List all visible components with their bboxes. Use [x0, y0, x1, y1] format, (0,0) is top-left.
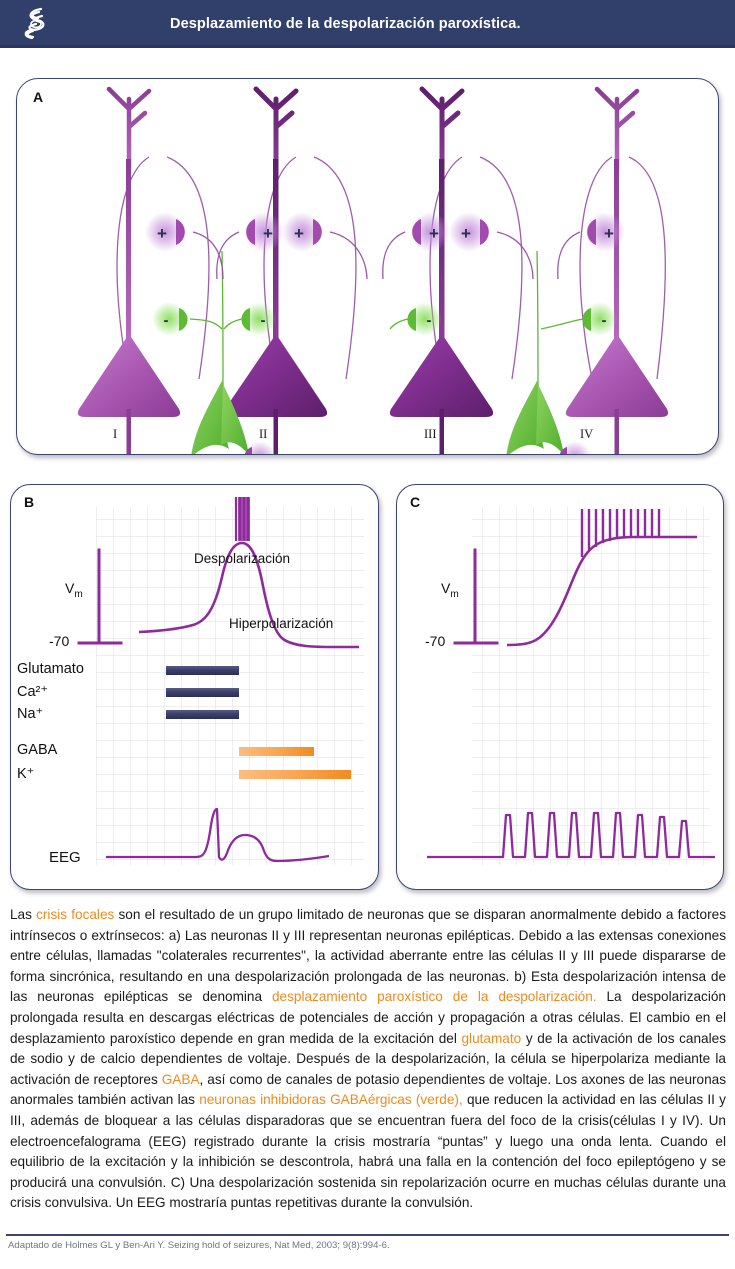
neuron-II [223, 86, 328, 454]
vm-label-main: V [65, 580, 75, 596]
gaba-interneuron-left [191, 379, 249, 454]
bar-gaba [239, 747, 314, 756]
channel-bars-b [166, 666, 351, 779]
spike-burst-c [580, 509, 661, 557]
synapse-excitatory-III-right: + [449, 212, 489, 252]
caption-highlight-7: GABA [161, 1071, 200, 1087]
source-citation: Adaptado de Holmes GL y Ben-Ari Y. Seizi… [8, 1240, 390, 1251]
bar-sodium [166, 710, 239, 719]
caption-highlight-9: neuronas inhibidoras GABAérgicas (verde)… [199, 1092, 463, 1108]
synapse-excitatory-interneuron-right: + [559, 441, 591, 455]
vm-scale-bar [77, 548, 123, 645]
caption-highlight-1: crisis focales [36, 907, 115, 922]
panel-a-neuron-network: A [16, 78, 719, 455]
svg-text:+: + [260, 450, 268, 455]
baseline-value-b: -70 [49, 633, 70, 649]
synapse-excitatory-interneuron-left: + [244, 441, 276, 455]
neuron-label-I: I [113, 427, 118, 441]
neuron-III [389, 86, 494, 454]
figure-caption: Las crisis focales son el resultado de u… [10, 905, 726, 1214]
eeg-label-b: EEG [49, 849, 81, 866]
vm-label-main-c: V [441, 580, 451, 596]
svg-text:+: + [429, 224, 439, 243]
caption-text-2: son el resultado de un grupo limitado de… [10, 907, 726, 1005]
vm-trace-b [138, 541, 359, 649]
svg-text:+: + [294, 224, 304, 243]
hyperpolarization-label: Hiperpolarización [229, 616, 334, 631]
panel-b-focal-seizure-traces: B [10, 484, 379, 890]
neuron-label-II: II [259, 427, 268, 441]
panel-b-plot [77, 497, 364, 865]
caption-text-4: La despolarización prolongada resulta en… [10, 989, 726, 1046]
page-title: Desplazamiento de la despolarización par… [170, 16, 521, 32]
gaba-interneuron-right [506, 379, 564, 454]
synapse-excitatory-III-left: + [410, 212, 450, 252]
svg-text:+: + [575, 450, 583, 455]
svg-text:-: - [164, 312, 169, 329]
panel-b-letter: B [24, 494, 35, 510]
caption-highlight-5: glutamato [461, 1030, 522, 1046]
panel-a-letter: A [33, 89, 44, 105]
neuron-label-III: III [424, 427, 437, 441]
channel-label-gaba: GABA [17, 742, 58, 758]
synapse-excitatory-I: + [145, 212, 185, 252]
panel-c-convulsive-seizure-traces: C [396, 484, 724, 890]
synapse-excitatory-IV: + [585, 212, 625, 252]
channel-label-calcium: Ca²⁺ [17, 684, 49, 700]
caption-text-0: Las [10, 907, 37, 922]
neuron-IV [565, 86, 669, 454]
synapse-inhibitory-III: - [407, 302, 442, 336]
vm-label-sub-c: m [450, 588, 459, 600]
svg-text:-: - [602, 312, 607, 329]
eeg-trace-c [427, 811, 715, 859]
bar-potassium [239, 770, 351, 779]
caption-text-10: que reducen la actividad en las células … [10, 1092, 726, 1211]
channel-label-glutamato: Glutamato [17, 661, 84, 677]
vm-scale-bar-c [453, 548, 499, 645]
vm-axis-label-c: Vm [441, 580, 459, 600]
synapse-excitatory-II-left: + [244, 212, 284, 252]
eeg-trace-b [106, 807, 330, 863]
svg-text:+: + [604, 224, 614, 243]
caption-highlight-3: desplazamiento paroxístico de la despola… [271, 989, 597, 1005]
app-header: Desplazamiento de la despolarización par… [0, 0, 735, 48]
svg-text:+: + [263, 224, 273, 243]
vm-axis-label-b: Vm [65, 580, 83, 600]
bar-calcium [166, 688, 239, 697]
caption-text-8: , así como de canales de potasio dependi… [10, 1071, 727, 1108]
svg-text:+: + [157, 224, 167, 243]
svg-text:-: - [427, 312, 432, 329]
header-divider [0, 45, 735, 48]
channel-label-potassium: K⁺ [17, 766, 35, 782]
dna-helix-logo-icon [24, 7, 45, 40]
footer-divider [6, 1234, 729, 1236]
svg-text:+: + [461, 224, 471, 243]
neuron-label-IV: IV [580, 427, 594, 441]
baseline-value-c: -70 [425, 633, 446, 649]
synapse-inhibitory-I: - [152, 302, 188, 336]
synapse-inhibitory-II: - [241, 302, 276, 336]
svg-text:-: - [261, 312, 266, 329]
neuron-I [77, 86, 181, 454]
synapse-excitatory-II-right: + [282, 212, 322, 252]
panel-c-plot [427, 507, 715, 865]
vm-label-sub: m [74, 588, 83, 600]
channel-label-sodium: Na⁺ [17, 706, 44, 722]
caption-text-6: y de la activación de los canales de sod… [10, 1030, 726, 1087]
panel-c-letter: C [410, 494, 421, 510]
neuron-network-diagram: + - + + - [77, 86, 669, 455]
depolarization-label: Despolarización [194, 551, 291, 566]
spike-burst-fill-b [238, 497, 250, 541]
synapse-inhibitory-IV: - [582, 302, 617, 336]
logo-container [0, 4, 70, 44]
vm-trace-c [506, 535, 697, 647]
bar-glutamato [166, 666, 239, 675]
